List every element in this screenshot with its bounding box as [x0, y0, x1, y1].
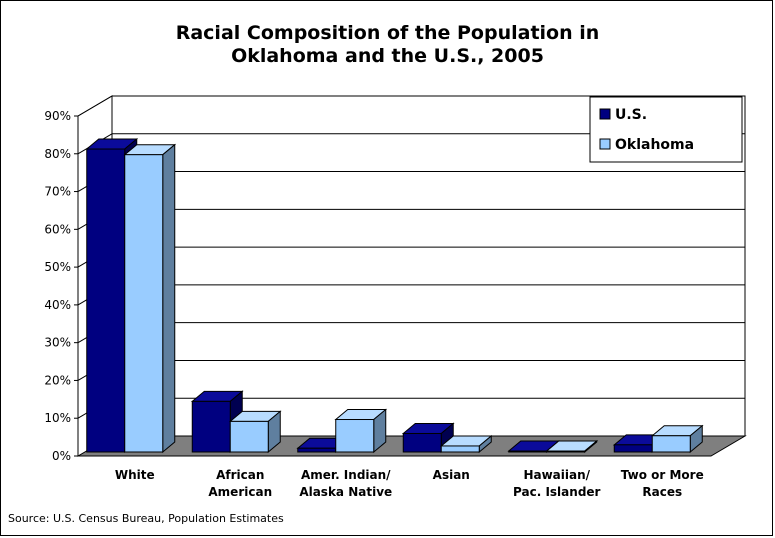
legend-label-oklahoma: Oklahoma	[615, 137, 694, 153]
legend-swatch-us	[599, 108, 611, 120]
x-tick-label: Hawaiian/	[523, 468, 590, 482]
bar-oklahoma	[650, 424, 704, 454]
legend-swatch-oklahoma	[599, 138, 611, 150]
chart-title-line-1: Racial Composition of the Population in	[175, 22, 600, 44]
x-tick-label: Pac. Islander	[513, 485, 601, 499]
x-tick-label: American	[208, 485, 272, 499]
legend-label-us: U.S.	[615, 107, 647, 123]
y-tick-label: 10%	[44, 411, 71, 425]
x-tick-label: Alaska Native	[299, 485, 392, 499]
bar-oklahoma	[439, 434, 493, 454]
x-tick-label: Races	[642, 485, 682, 499]
x-tick-label: Two or More	[621, 468, 704, 482]
x-tick-label: African	[216, 468, 264, 482]
y-tick-label: 80%	[44, 147, 71, 161]
x-tick-label: Asian	[433, 468, 470, 482]
y-tick-label: 40%	[44, 298, 71, 312]
legend-box	[589, 96, 743, 163]
source-note: Source: U.S. Census Bureau, Population E…	[8, 512, 284, 525]
gridline-side	[77, 95, 113, 117]
chart-title: Racial Composition of the Population in …	[0, 22, 775, 68]
x-tick-label: White	[115, 468, 155, 482]
y-tick-label: 0%	[52, 449, 71, 463]
bar-oklahoma	[545, 439, 599, 454]
y-tick-label: 90%	[44, 109, 71, 123]
y-tick-label: 30%	[44, 336, 71, 350]
bar-oklahoma	[228, 410, 282, 454]
y-tick-label: 60%	[44, 222, 71, 236]
bar-oklahoma	[123, 143, 177, 454]
x-tick-label: Amer. Indian/	[301, 468, 391, 482]
y-tick-label: 50%	[44, 260, 71, 274]
bar-oklahoma	[334, 408, 388, 454]
bar-us	[401, 422, 455, 454]
y-tick-label: 20%	[44, 373, 71, 387]
y-tick-label: 70%	[44, 185, 71, 199]
chart-title-line-2: Oklahoma and the U.S., 2005	[231, 45, 544, 67]
